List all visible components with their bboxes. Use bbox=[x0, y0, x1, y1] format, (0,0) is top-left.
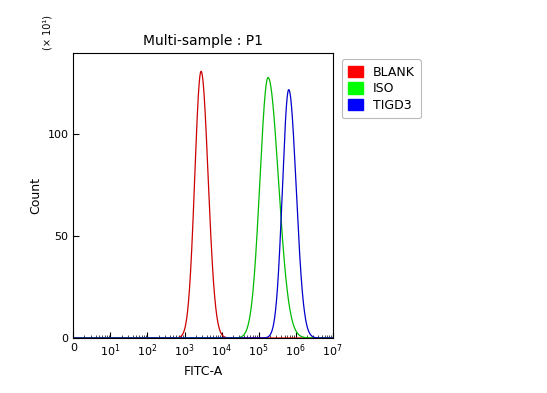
Text: (× 10¹): (× 10¹) bbox=[42, 15, 53, 50]
Legend: BLANK, ISO, TIGD3: BLANK, ISO, TIGD3 bbox=[341, 59, 421, 118]
Title: Multi-sample : P1: Multi-sample : P1 bbox=[143, 34, 263, 48]
Y-axis label: Count: Count bbox=[29, 177, 42, 214]
X-axis label: FITC-A: FITC-A bbox=[183, 365, 223, 378]
